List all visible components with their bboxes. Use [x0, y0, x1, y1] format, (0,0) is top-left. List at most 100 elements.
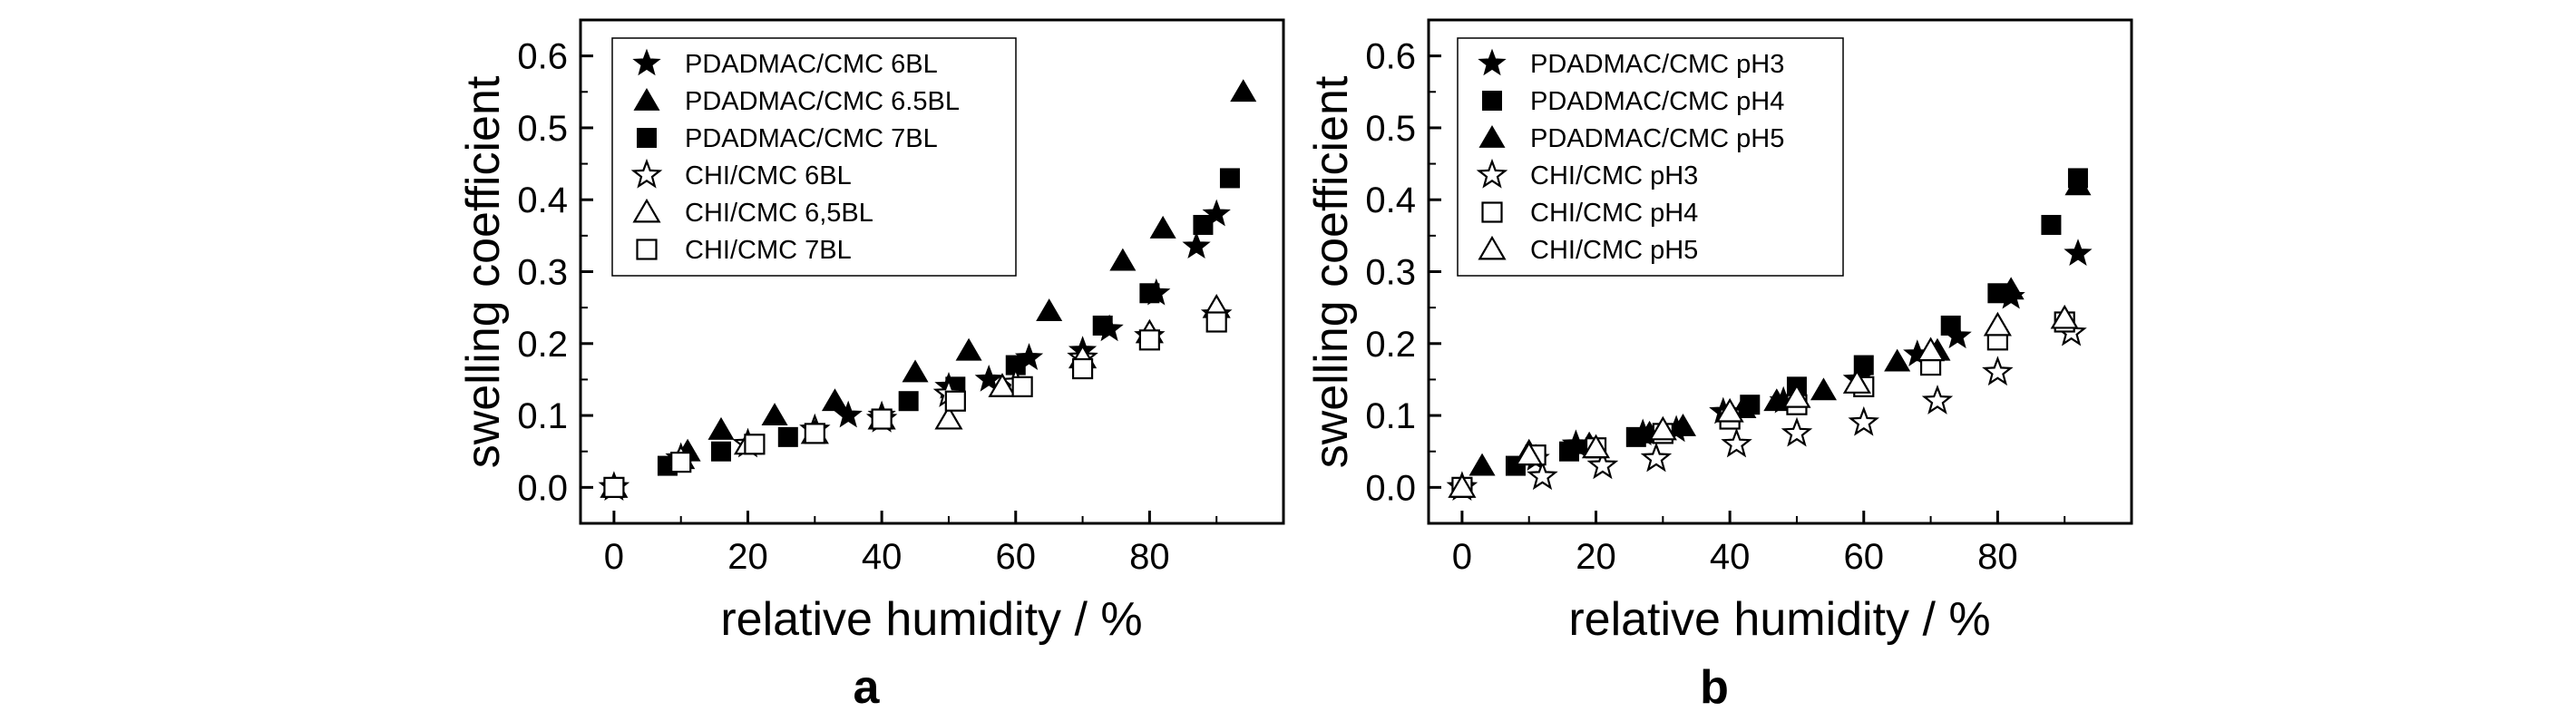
x-tick-label: 60: [1844, 537, 1885, 577]
legend-entry: PDADMAC/CMC 6.5BL: [685, 87, 960, 116]
data-point: [670, 452, 692, 473]
data-point: [1715, 397, 1744, 423]
data-point: [934, 405, 963, 430]
data-point: [834, 400, 863, 428]
legend-marker: [1481, 201, 1503, 223]
data-point: [1092, 315, 1113, 336]
y-tick-label: 0.2: [1365, 325, 1416, 365]
x-tick-label: 0: [604, 537, 624, 577]
panel-label: a: [854, 661, 881, 712]
legend-marker: [636, 239, 658, 260]
x-tick-label: 80: [1129, 537, 1170, 577]
data-point: [1983, 311, 2012, 336]
data-markers: [1446, 168, 2093, 502]
data-point: [898, 391, 919, 412]
y-tick-label: 0.2: [517, 325, 568, 365]
data-point: [707, 416, 735, 440]
data-point: [1014, 343, 1044, 370]
data-point: [1782, 384, 1811, 408]
x-tick-label: 20: [727, 537, 768, 577]
data-point: [944, 390, 966, 412]
y-tick-label: 0.5: [1365, 109, 1416, 149]
data-point: [1781, 416, 1813, 447]
data-point: [1448, 473, 1477, 498]
legend-marker: [1478, 125, 1506, 148]
x-axis-title: relative humidity / %: [720, 593, 1142, 646]
data-point: [1917, 336, 1946, 362]
x-tick-label: 40: [1710, 537, 1751, 577]
legend: PDADMAC/CMC 6BL PDADMAC/CMC 6.5BL PDADMAC/…: [611, 37, 1017, 277]
data-point: [744, 434, 766, 455]
data-point: [777, 426, 798, 447]
data-point: [1515, 441, 1544, 466]
data-point: [804, 423, 825, 444]
y-tick-label: 0.1: [517, 396, 568, 436]
x-ticks: 0 20 40 60 80: [1452, 511, 2066, 577]
x-tick-label: 40: [862, 537, 903, 577]
legend-marker: [633, 88, 660, 111]
legend-marker: [1476, 158, 1508, 189]
data-point: [1109, 248, 1137, 271]
data-point: [1586, 449, 1619, 480]
y-ticks: 0.0 0.1 0.2 0.3 0.4 0.5 0.6: [517, 37, 593, 508]
legend-entry: CHI/CMC pH5: [1530, 236, 1698, 265]
data-point: [821, 388, 848, 412]
data-markers: [598, 79, 1257, 502]
data-point: [1648, 415, 1677, 441]
data-point: [1559, 441, 1579, 462]
data-point: [1669, 413, 1696, 436]
legend-marker: [630, 158, 663, 189]
data-point: [1921, 385, 1954, 415]
y-tick-label: 0.0: [1365, 468, 1416, 508]
data-point: [1810, 377, 1837, 401]
data-point: [1011, 376, 1033, 397]
data-point: [1640, 442, 1673, 473]
data-point: [1149, 215, 1176, 239]
panel-b: 0.0 0.1 0.2 0.3 0.4 0.5 0.6 0 20 40 60 80 swelling…: [1305, 18, 2133, 712]
data-point: [761, 403, 788, 425]
data-point: [1139, 283, 1160, 304]
data-point: [1182, 231, 1211, 259]
data-point: [1842, 369, 1871, 394]
legend-entry: PDADMAC/CMC 6BL: [685, 50, 938, 79]
data-point: [871, 408, 893, 430]
legend-marker: [637, 128, 657, 148]
data-point: [1469, 453, 1496, 476]
data-point: [1036, 298, 1063, 322]
data-point: [1940, 315, 1961, 336]
data-point: [955, 337, 982, 361]
data-point: [1071, 357, 1094, 380]
data-point: [1982, 356, 2014, 386]
data-point: [2050, 304, 2079, 329]
data-point: [2064, 239, 2093, 266]
y-tick-label: 0.0: [517, 468, 568, 508]
y-tick-label: 0.6: [1365, 37, 1416, 77]
legend-entry: PDADMAC/CMC pH4: [1530, 87, 1784, 116]
x-tick-label: 20: [1576, 537, 1616, 577]
panel-a: 0.0 0.1 0.2 0.3 0.4 0.5 0.6 0 20 40 60 80 swelling…: [457, 18, 1285, 712]
y-ticks: 0.0 0.1 0.2 0.3 0.4 0.5 0.6: [1365, 37, 1441, 508]
y-axis-title: swelling coefficient: [457, 75, 510, 468]
y-tick-label: 0.5: [517, 109, 568, 149]
data-point: [603, 476, 625, 498]
x-tick-label: 80: [1977, 537, 2018, 577]
data-point: [1202, 199, 1231, 227]
data-point: [1205, 311, 1227, 333]
x-ticks: 0 20 40 60 80: [604, 511, 1218, 577]
legend-entry: CHI/CMC 6,5BL: [685, 199, 873, 228]
data-point: [1884, 348, 1911, 372]
data-point: [902, 359, 929, 383]
y-tick-label: 0.3: [1365, 253, 1416, 293]
data-point: [974, 364, 1003, 392]
legend-marker: [632, 48, 661, 76]
data-point: [1997, 277, 2025, 300]
legend-entry: CHI/CMC 7BL: [685, 236, 852, 265]
data-point: [1853, 355, 1874, 376]
data-point: [1219, 168, 1240, 189]
data-point: [1721, 427, 1752, 458]
legend-entry: CHI/CMC 6BL: [685, 161, 852, 190]
x-tick-label: 0: [1452, 537, 1472, 577]
data-point: [1581, 434, 1611, 459]
y-tick-label: 0.6: [517, 37, 568, 77]
